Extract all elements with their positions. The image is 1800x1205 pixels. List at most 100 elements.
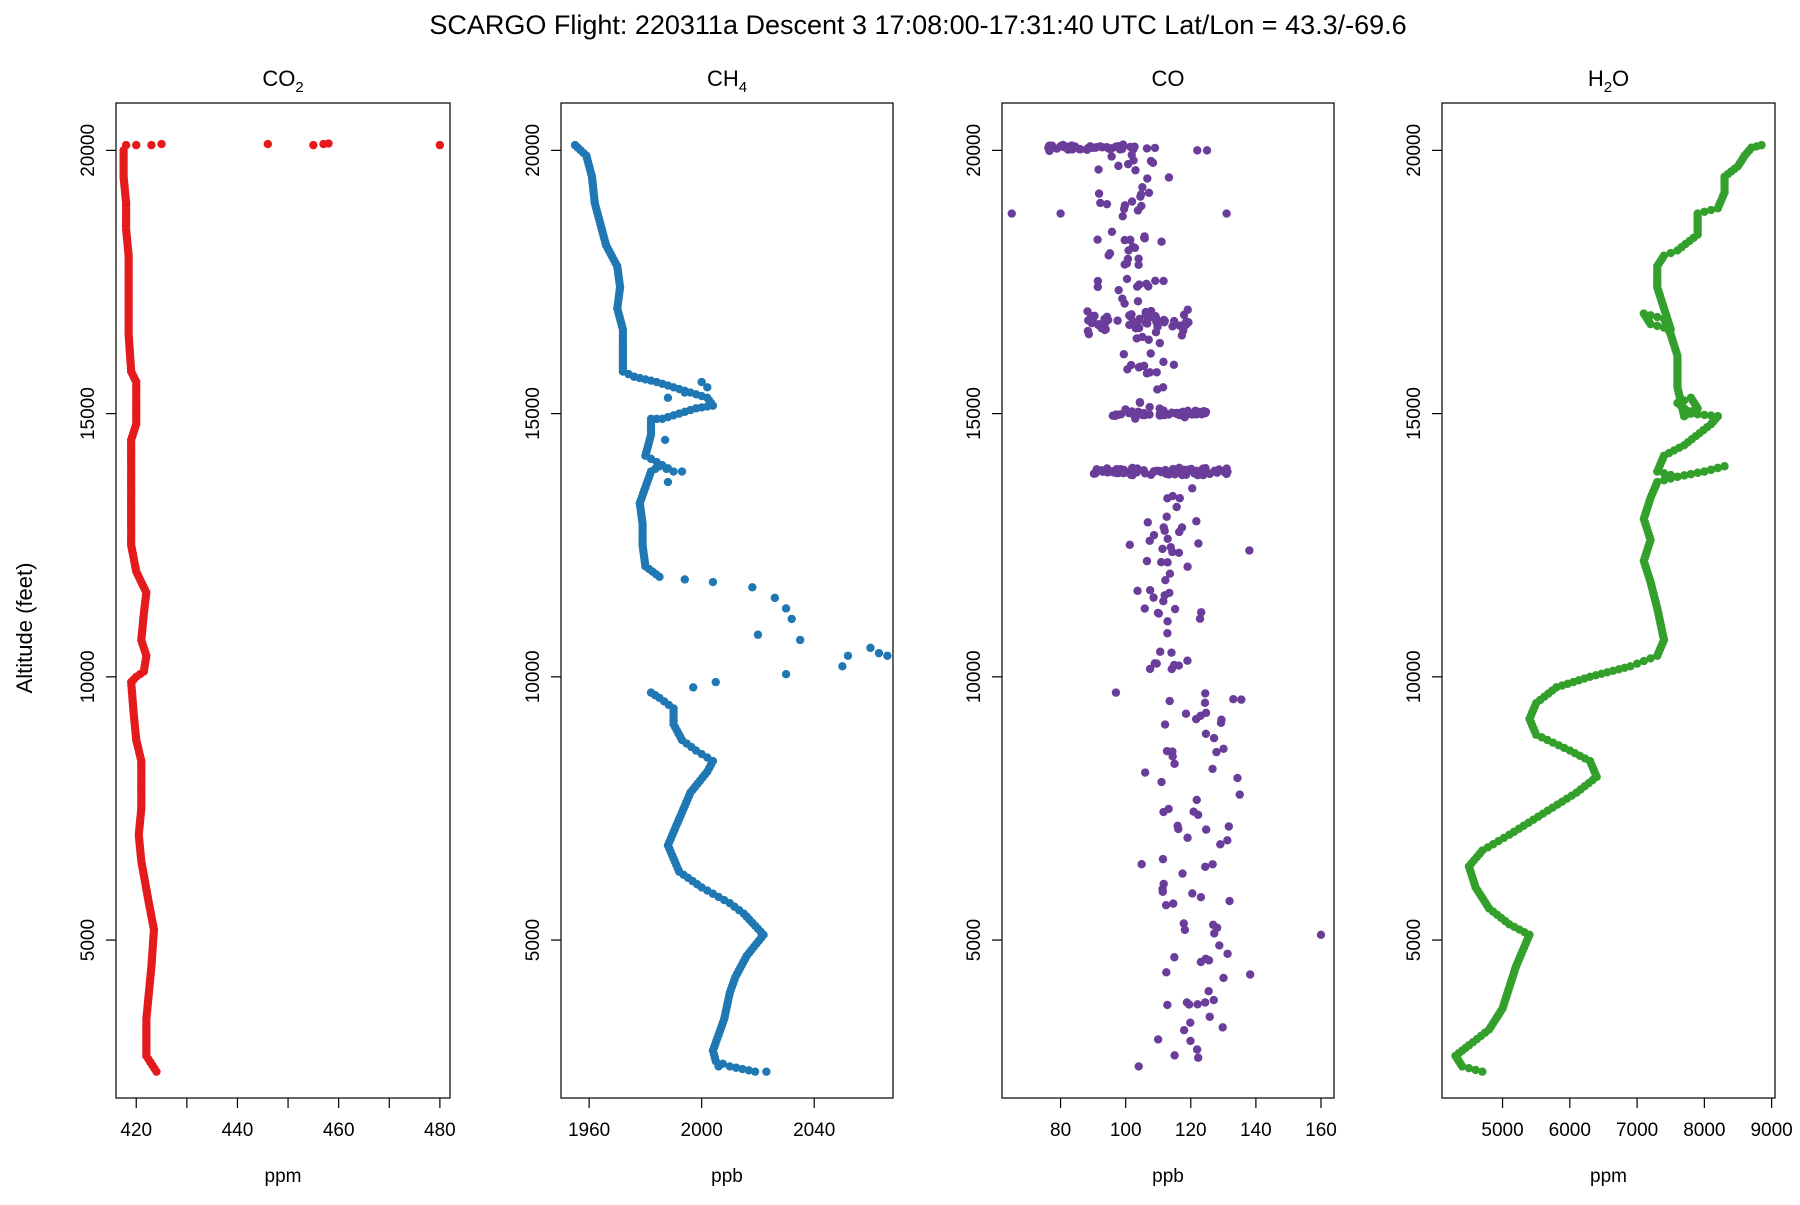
data-point [1478,1067,1487,1076]
data-point [1679,471,1689,480]
data-point [1111,688,1121,697]
data-point [1157,237,1166,246]
data-point [1155,338,1165,348]
data-point [1183,406,1192,415]
data-point [1209,733,1219,743]
data-point [1183,833,1192,842]
data-point [1151,276,1160,286]
data-point [1316,930,1326,939]
data-point [1160,720,1170,729]
data-point [1181,709,1191,718]
data-point [1139,361,1149,371]
data-point [1706,465,1716,474]
data-point [1143,319,1152,328]
data-point [1126,360,1136,370]
data-point [1113,410,1123,420]
data-point [1210,466,1219,476]
data-point [1126,142,1135,152]
data-point [677,467,687,476]
data-point [1191,714,1201,724]
data-point [1212,747,1221,757]
plot-frame [1441,102,1776,1099]
data-point [708,577,718,587]
data-point [1159,357,1168,367]
data-point [1713,412,1723,421]
data-point [1094,189,1104,198]
y-tick-label: 15000 [523,387,544,440]
data-point [1088,314,1098,323]
data-point [838,662,847,671]
data-point [1223,836,1232,845]
data-point [1138,183,1147,192]
y-tick-label: 10000 [523,650,544,703]
y-tick-label: 15000 [1404,387,1425,440]
data-point [1653,321,1662,331]
data-point [1164,804,1173,814]
data-point [1229,695,1238,704]
data-point [1237,695,1246,704]
data-point [1133,297,1143,306]
data-point [1169,899,1178,908]
x-axis-label: ppb [1152,1166,1184,1187]
data-point [1134,260,1143,270]
data-point [1201,862,1210,871]
data-point [1208,920,1218,930]
panel-2: CH4 1960 2000 2040 5000 10000 15000 20000 ppb [523,66,894,1187]
data-point [1107,227,1117,236]
data-point [1183,656,1192,665]
plot-frame [1001,102,1335,1099]
data-point [1170,759,1179,769]
y-tick-label: 10000 [964,650,985,703]
data-point [1091,143,1100,152]
data-point [1149,467,1158,476]
data-point [1659,251,1669,260]
x-tick-label: 160 [1305,1120,1337,1141]
x-tick-label: 7000 [1616,1120,1658,1141]
data-point [1142,556,1152,566]
data-point [1162,746,1172,756]
data-point [1101,325,1110,334]
data-point [1163,629,1172,638]
data-point [1135,398,1145,407]
data-point [1094,165,1103,174]
data-point [147,140,156,150]
plot-frame [560,102,894,1099]
data-point [309,140,318,150]
data-point [1192,1045,1202,1054]
data-point [1653,477,1662,487]
data-point [1117,144,1126,154]
data-point [1120,235,1129,245]
data-point [1174,661,1184,670]
data-point [1122,259,1132,268]
data-point [1125,320,1134,330]
data-point [1125,540,1134,550]
data-point [1146,349,1155,358]
data-point [795,635,805,645]
data-point [1196,893,1206,902]
data-point [1139,466,1148,475]
data-point [1673,472,1682,481]
x-tick-label: 120 [1175,1120,1207,1141]
data-point [1109,467,1118,476]
data-point [1165,588,1174,598]
y-tick-label: 5000 [1404,919,1425,961]
data-point [1084,329,1094,339]
data-point [324,139,333,148]
data-point [1165,569,1175,578]
data-point [1686,469,1696,479]
data-point [1133,586,1142,596]
data-point [1700,207,1709,217]
data-point [1131,166,1140,175]
y-tick-label: 5000 [964,919,985,961]
data-point [1193,1000,1202,1009]
data-point [1639,656,1649,666]
panel-4: H2O 5000 6000 7000 8000 9000 5000 10000 15000 200… [1404,66,1793,1187]
data-point [1180,925,1190,935]
data-point [263,139,273,149]
data-point [1183,305,1192,314]
data-point [1201,954,1210,964]
data-point [1209,995,1218,1005]
data-point [1201,825,1211,834]
data-point [1145,402,1154,412]
data-point [1757,140,1766,150]
